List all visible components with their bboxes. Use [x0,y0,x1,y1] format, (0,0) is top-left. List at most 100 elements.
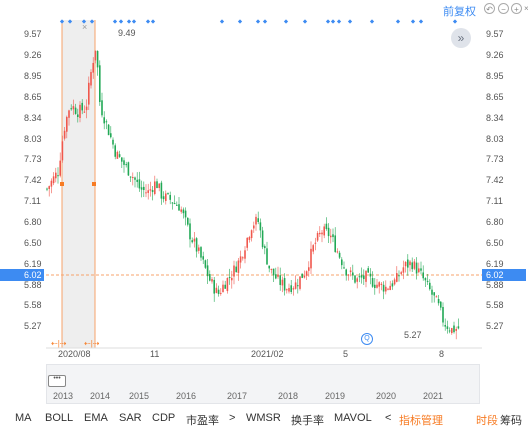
expand-icon[interactable]: » [451,28,471,48]
event-marker[interactable] [81,19,87,24]
indicator-turnover[interactable]: 换手率 [291,415,324,427]
candle-body [433,292,435,296]
event-marker[interactable] [347,19,353,24]
range-arrows-right[interactable]: ⇠|⇢ [84,339,100,348]
candle-body [389,285,391,291]
candle-body [257,218,259,223]
candle-body [451,328,453,334]
candle-body [418,268,420,273]
candle-body [165,193,167,201]
candle-body [90,72,92,86]
price-adjust-select[interactable]: 前复权 [443,6,476,18]
event-marker[interactable] [67,19,73,24]
candle-body [226,278,229,292]
event-marker[interactable] [89,19,95,24]
event-marker[interactable] [302,19,308,24]
event-marker[interactable] [219,19,225,24]
candle-body [290,285,292,292]
candle-body [169,195,171,200]
candle-body [413,261,416,269]
candle-body [233,265,235,277]
indicator-next-icon[interactable]: > [229,412,236,424]
event-marker[interactable] [330,19,336,24]
candle-body [314,242,317,244]
navigator-menu-icon[interactable]: ••• [48,375,66,387]
range-arrows-left[interactable]: ⇠|⇢ [51,339,67,348]
indicator-boll[interactable]: BOLL [45,412,74,424]
event-marker[interactable] [112,19,118,24]
candle-body [319,232,321,235]
candle-body [310,248,312,269]
zoom-out-icon[interactable]: − [498,3,509,14]
event-marker[interactable] [410,19,416,24]
candle-body [147,190,149,193]
event-marker[interactable] [150,19,156,24]
event-marker[interactable] [126,19,132,24]
event-marker[interactable] [118,19,124,24]
event-marker[interactable] [283,19,289,24]
range-handle-left[interactable] [60,182,64,186]
candle-body [334,235,336,252]
event-marker[interactable] [395,19,401,24]
tab-period[interactable]: 时段 [476,415,498,427]
event-marker[interactable] [131,19,137,24]
event-marker[interactable] [325,19,331,24]
indicator-cdp[interactable]: CDP [152,412,176,424]
selection-range[interactable] [62,20,95,348]
undo-icon[interactable]: ↶ [484,3,495,14]
candle-body [242,257,244,259]
event-marker[interactable] [145,19,151,24]
candle-body [341,259,343,266]
candle-body [68,110,70,118]
candle-body [180,209,182,212]
event-marker[interactable] [452,19,458,24]
candle-body [220,292,222,294]
candle-body [422,272,424,279]
tab-chips[interactable]: 筹码 [500,415,522,427]
candle-body [118,154,121,157]
range-close-icon[interactable]: × [82,22,87,32]
candle-body [253,225,255,229]
indicator-wmsr[interactable]: WMSR [246,412,281,424]
candle-body [138,179,141,189]
candle-body [283,278,286,291]
event-marker[interactable] [336,19,342,24]
candle-body [127,162,130,176]
indicator-ma[interactable]: MA [15,412,32,424]
candle-body [409,261,411,266]
close-icon[interactable]: × [524,4,528,13]
current-price-badge-right: 6.02 [482,269,526,281]
candle-body [209,274,211,281]
candle-body [294,282,297,289]
candle-body [323,226,325,236]
event-marker[interactable] [262,19,268,24]
event-marker[interactable] [369,19,375,24]
candle-body [369,273,372,277]
indicator-pe[interactable]: 市盈率 [186,415,219,427]
candle-body [303,275,306,278]
indicator-mavol[interactable]: MAVOL [334,412,372,424]
range-handle-right[interactable] [92,182,96,186]
candle-body [415,262,418,274]
qa-icon[interactable]: Q [361,333,373,345]
candle-body [237,260,240,273]
zoom-in-icon[interactable]: + [511,3,522,14]
candle-body [211,279,213,282]
event-markers[interactable] [59,19,458,24]
event-marker[interactable] [255,19,261,24]
indicator-prev-icon[interactable]: < [385,412,392,424]
event-marker[interactable] [237,19,243,24]
candle-body [371,278,374,287]
candle-body [299,276,301,289]
indicator-ema[interactable]: EMA [84,412,108,424]
event-marker[interactable] [59,19,65,24]
candle-body [217,289,220,294]
event-marker[interactable] [418,19,424,24]
indicator-sar[interactable]: SAR [119,412,142,424]
candle-body [440,301,442,308]
high-price-label: 9.49 [118,28,136,38]
candle-body [349,270,352,273]
candle-body [125,164,127,166]
indicator-manage-button[interactable]: 指标管理 [399,415,443,427]
navigator[interactable] [46,364,480,404]
